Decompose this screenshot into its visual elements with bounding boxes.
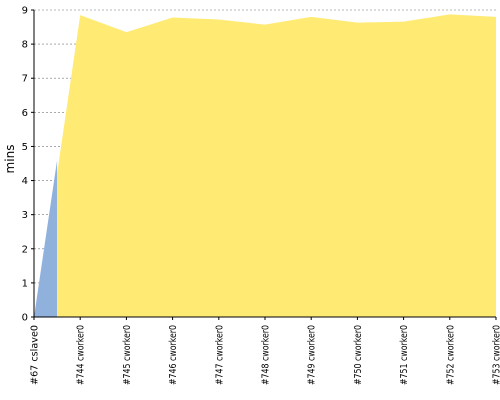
x-tick-label: #747 cworker0 — [214, 325, 225, 385]
y-tick-label: 4 — [22, 176, 28, 187]
y-tick-labels: 0 1 2 3 4 5 6 7 8 9 — [22, 6, 34, 324]
y-tick-label: 1 — [22, 278, 28, 289]
series-area-blue — [34, 160, 58, 317]
y-axis-title: mins — [3, 145, 17, 174]
y-tick-label: 9 — [22, 6, 28, 17]
y-tick-label: 6 — [22, 108, 28, 119]
series-area-yellow — [57, 14, 496, 317]
x-tick-label: #745 cworker0 — [122, 325, 133, 385]
x-tick-labels: #67 cslave0 #744 cworker0 #745 cworker0 #74… — [30, 317, 500, 385]
x-tick-label: #744 cworker0 — [76, 325, 87, 385]
y-tick-label: 0 — [22, 313, 28, 324]
x-tick-label: #67 cslave0 — [30, 325, 41, 385]
x-tick-label: #750 cworker0 — [353, 325, 364, 385]
x-tick-label: #749 cworker0 — [307, 325, 318, 385]
x-tick-label: #748 cworker0 — [261, 325, 272, 385]
y-tick-label: 3 — [22, 210, 28, 221]
series-areas — [34, 14, 496, 317]
y-tick-label: 5 — [22, 142, 28, 153]
y-tick-label: 8 — [22, 40, 28, 51]
x-tick-label: #752 cworker0 — [445, 325, 456, 385]
y-tick-label: 7 — [22, 74, 28, 85]
x-tick-label: #753 cworker0 — [492, 325, 500, 385]
x-tick-label: #751 cworker0 — [399, 325, 410, 385]
y-tick-label: 2 — [22, 244, 28, 255]
x-tick-label: #746 cworker0 — [168, 325, 179, 385]
